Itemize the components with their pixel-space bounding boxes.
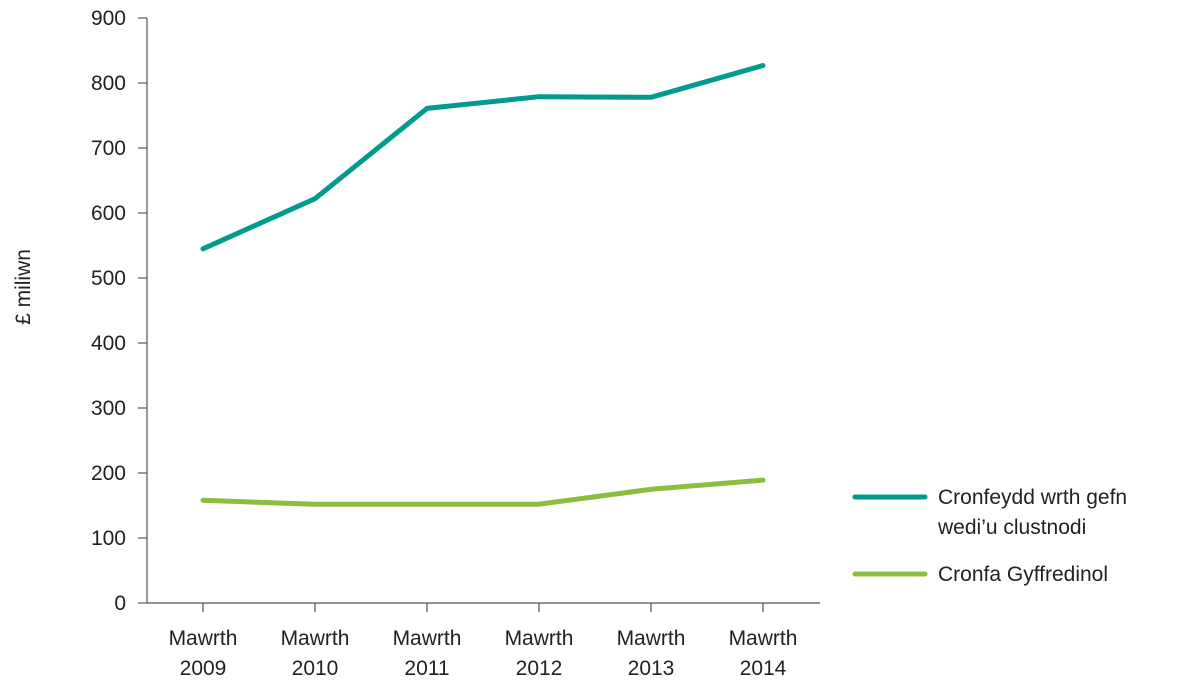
x-tick-label: Mawrth 2012: [505, 627, 574, 680]
x-tick-label-line: 2009: [180, 657, 227, 680]
x-tick-label-line: 2011: [404, 657, 449, 680]
x-tick-label-line: 2013: [628, 657, 675, 680]
x-tick-label-line: Mawrth: [729, 627, 798, 650]
y-tick-label: 300: [91, 397, 126, 420]
x-tick-label: Mawrth 2010: [281, 627, 350, 680]
x-tick-label: Mawrth 2009: [169, 627, 238, 680]
y-axis-title: £ miliwn: [12, 249, 35, 325]
x-tick-label: Mawrth 2013: [617, 627, 686, 680]
series-line: [200, 477, 766, 507]
y-tick-label: 900: [91, 7, 126, 30]
y-tick-label: 700: [91, 137, 126, 160]
y-tick-label: 0: [114, 592, 126, 615]
y-tick-label: 500: [91, 267, 126, 290]
x-tick-label: Mawrth 2011: [393, 627, 462, 680]
series-layer: [200, 63, 766, 507]
y-tick-label: 600: [91, 202, 126, 225]
x-axis: Mawrth 2009 Mawrth 2010 Mawrth 2011 Mawrth 2012…: [147, 602, 820, 680]
legend-label-line: wedi’u clustnodi: [937, 516, 1086, 539]
legend-label: Cronfeydd wrth gefn wedi’u clustnodi: [937, 486, 1127, 539]
x-tick-label-line: 2012: [516, 657, 563, 680]
x-tick-label-line: Mawrth: [393, 627, 462, 650]
series-line: [200, 63, 766, 252]
x-tick-label-line: Mawrth: [505, 627, 574, 650]
x-tick-label-line: Mawrth: [169, 627, 238, 650]
x-tick-label: Mawrth 2014: [729, 627, 798, 680]
y-axis: 0 100 200 300 400 500 600 700 800 900: [91, 7, 148, 615]
legend-label: Cronfa Gyffredinol: [938, 563, 1108, 586]
legend-label-line: Cronfeydd wrth gefn: [938, 486, 1127, 509]
legend-label-line: Cronfa Gyffredinol: [938, 563, 1108, 586]
y-tick-label: 100: [91, 527, 126, 550]
y-tick-label: 200: [91, 462, 126, 485]
x-tick-label-line: 2014: [740, 657, 787, 680]
x-tick-label-line: 2010: [292, 657, 339, 680]
x-tick-label-line: Mawrth: [617, 627, 686, 650]
y-tick-label: 400: [91, 332, 126, 355]
legend: Cronfeydd wrth gefn wedi’u clustnodiCronf…: [852, 486, 1127, 586]
y-tick-label: 800: [91, 72, 126, 95]
x-tick-label-line: Mawrth: [281, 627, 350, 650]
